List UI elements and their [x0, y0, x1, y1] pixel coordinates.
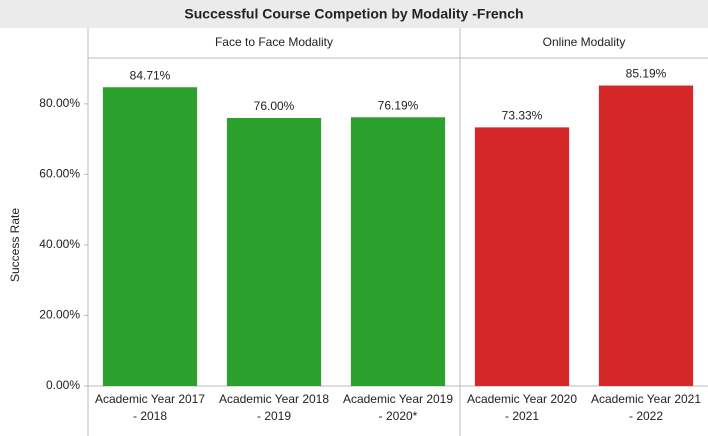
value-label: 84.71% — [130, 68, 171, 82]
y-tick-label: 80.00% — [39, 96, 80, 110]
x-tick-label: Academic Year 2019 — [343, 392, 453, 406]
x-tick-label: Academic Year 2021 — [591, 392, 701, 406]
y-tick-label: 40.00% — [39, 237, 80, 251]
x-tick-label: - 2019 — [257, 409, 291, 423]
title-bar — [0, 0, 708, 28]
x-tick-label: Academic Year 2020 — [467, 392, 577, 406]
x-tick-label: Academic Year 2017 — [95, 392, 205, 406]
bar — [226, 117, 322, 387]
panel-header: Face to Face Modality — [215, 35, 333, 49]
value-label: 76.19% — [378, 98, 419, 112]
bar — [598, 85, 694, 386]
y-tick-label: 20.00% — [39, 308, 80, 322]
bar — [350, 117, 446, 387]
x-tick-label: - 2021 — [505, 409, 539, 423]
y-axis-label: Success Rate — [8, 208, 22, 282]
x-tick-label: - 2018 — [133, 409, 167, 423]
panel-header: Online Modality — [543, 35, 626, 49]
y-tick-label: 60.00% — [39, 167, 80, 181]
value-label: 85.19% — [626, 67, 667, 81]
x-tick-label: Academic Year 2018 — [219, 392, 329, 406]
x-tick-label: - 2020* — [379, 409, 418, 423]
x-tick-label: - 2022 — [629, 409, 663, 423]
value-label: 76.00% — [254, 99, 295, 113]
value-label: 73.33% — [502, 109, 543, 123]
bar — [102, 87, 198, 386]
chart-title: Successful Course Competion by Modality … — [184, 6, 523, 22]
bar — [474, 127, 570, 386]
y-tick-label: 0.00% — [46, 378, 80, 392]
